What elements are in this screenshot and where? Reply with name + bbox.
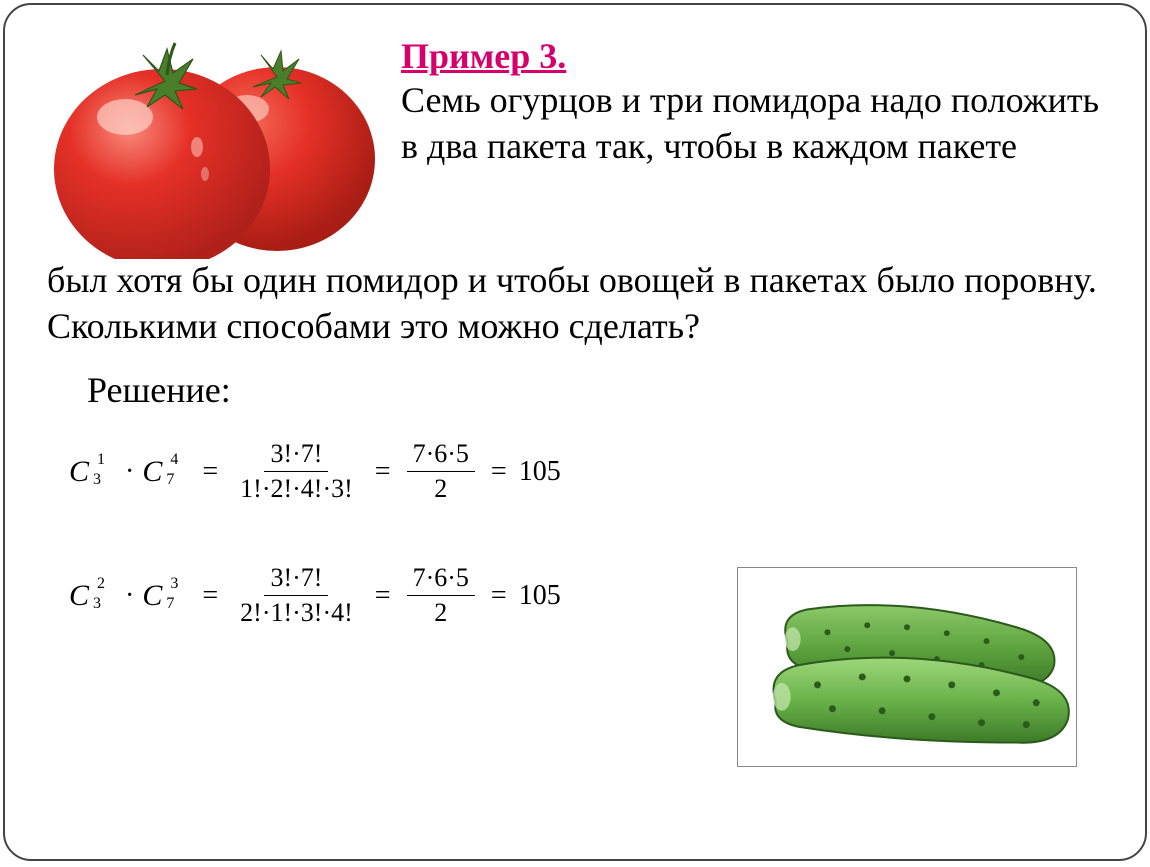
f1-c2: C: [142, 455, 162, 489]
solution-label: Решение:: [87, 369, 1103, 411]
problem-text-right: Пример 3. Семь огурцов и три помидора на…: [401, 29, 1103, 169]
f2-frac2-den: 2: [428, 596, 453, 628]
f2-c2: C: [142, 579, 162, 613]
dot-icon: ·: [125, 580, 134, 612]
example-title: Пример 3.: [401, 35, 1103, 77]
equals-icon: =: [491, 580, 507, 612]
f2-c2-sup: 3: [170, 575, 178, 593]
f1-frac1-den: 1!·2!·4!·3!: [234, 472, 359, 504]
top-section: Пример 3. Семь огурцов и три помидора на…: [47, 29, 1103, 259]
cucumber-illustration: [737, 567, 1077, 767]
problem-text-part1: Семь огурцов и три помидора надо положит…: [401, 77, 1103, 169]
f1-result: 105: [519, 456, 561, 488]
f1-frac2-den: 2: [428, 472, 453, 504]
slide-container: Пример 3. Семь огурцов и три помидора на…: [3, 3, 1147, 861]
f2-frac1-den: 2!·1!·3!·4!: [234, 596, 359, 628]
equals-icon: =: [202, 580, 218, 612]
formula-2: C32 · C73 = 3!·7! 2!·1!·3!·4! = 7·6·5 2 …: [69, 563, 561, 628]
f2-c2-sub: 7: [166, 595, 174, 613]
f2-c1-sub: 3: [93, 595, 101, 613]
f1-frac2: 7·6·5 2: [407, 439, 475, 504]
f2-c1: C: [69, 579, 89, 613]
tomato-illustration: [47, 29, 387, 259]
f1-c1: C: [69, 455, 89, 489]
f1-frac1-num: 3!·7!: [264, 439, 328, 472]
dot-icon: ·: [125, 456, 134, 488]
problem-text-part2: был хотя бы один помидор и чтобы овощей …: [47, 257, 1103, 349]
f1-c1-sub: 3: [93, 471, 101, 489]
f1-frac1: 3!·7! 1!·2!·4!·3!: [234, 439, 359, 504]
f2-frac2: 7·6·5 2: [407, 563, 475, 628]
f2-result: 105: [519, 580, 561, 612]
f2-frac2-num: 7·6·5: [407, 563, 475, 596]
f2-frac1: 3!·7! 2!·1!·3!·4!: [234, 563, 359, 628]
f1-c1-sup: 1: [97, 451, 105, 469]
f2-c1-sup: 2: [97, 575, 105, 593]
equals-icon: =: [491, 456, 507, 488]
f2-frac1-num: 3!·7!: [264, 563, 328, 596]
f1-c2-sub: 7: [166, 471, 174, 489]
f1-c2-sup: 4: [170, 451, 178, 469]
equals-icon: =: [375, 580, 391, 612]
equals-icon: =: [202, 456, 218, 488]
f1-frac2-num: 7·6·5: [407, 439, 475, 472]
formula-1: C31 · C74 = 3!·7! 1!·2!·4!·3! = 7·6·5 2 …: [69, 439, 561, 504]
equals-icon: =: [375, 456, 391, 488]
